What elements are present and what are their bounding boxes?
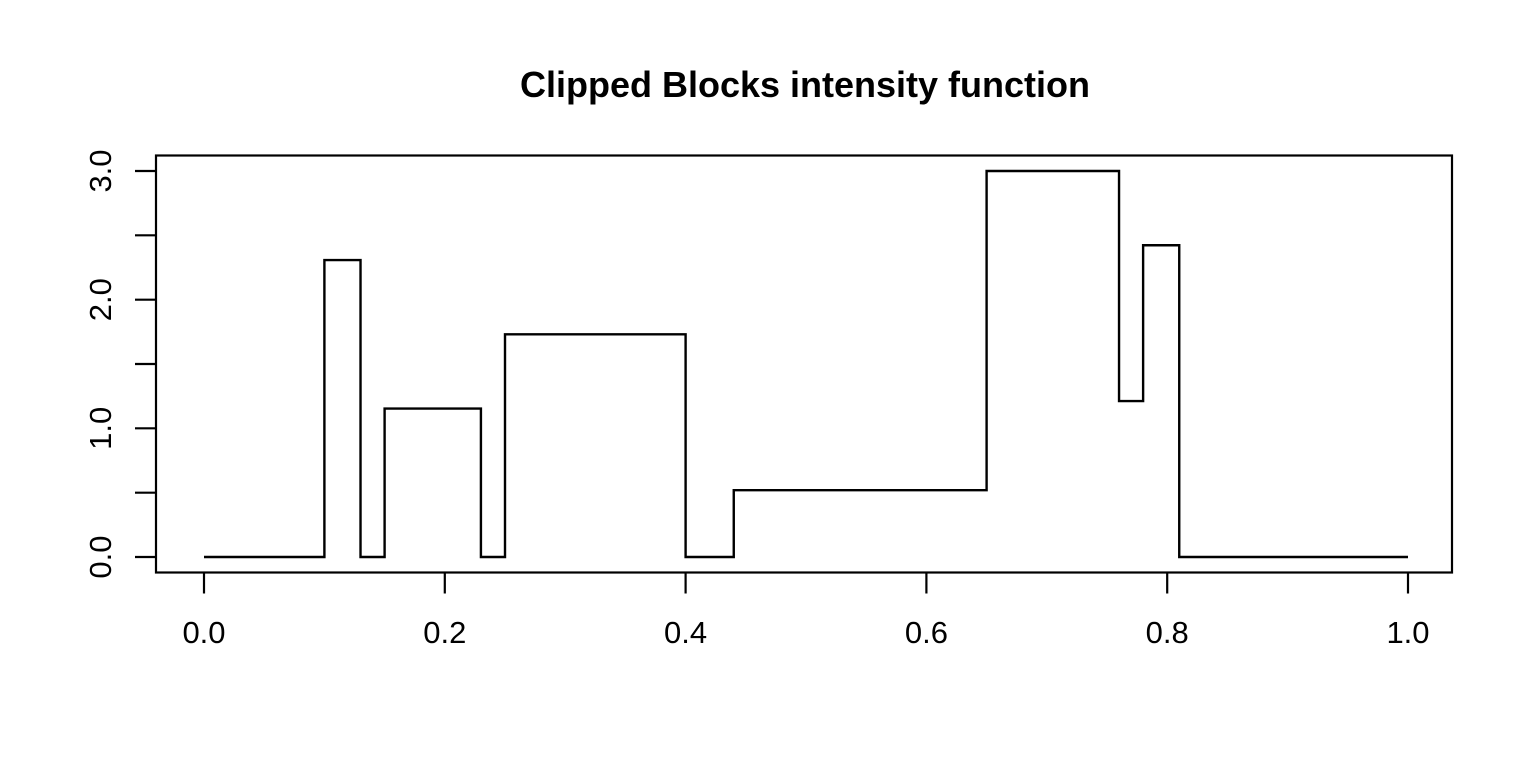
plot-box-border (154, 154, 1454, 574)
x-tick-label: 0.8 (1146, 615, 1189, 650)
x-tick-label: 0.4 (664, 615, 707, 650)
y-tick-label: 1.0 (83, 407, 118, 450)
x-tick-label: 0.0 (182, 615, 225, 650)
y-axis: 0.0 1.0 2.0 3.0 (83, 149, 156, 579)
step-function-line (204, 169, 1408, 559)
x-axis: 0.0 0.2 0.4 0.6 0.8 1.0 (182, 572, 1430, 650)
y-tick-label: 2.0 (83, 278, 118, 321)
x-tick-label: 0.6 (905, 615, 948, 650)
y-tick-label: 0.0 (83, 535, 118, 578)
chart-title: Clipped Blocks intensity function (520, 64, 1090, 105)
x-tick-label: 0.2 (423, 615, 466, 650)
x-tick-label: 1.0 (1386, 615, 1429, 650)
y-tick-label: 3.0 (83, 149, 118, 192)
